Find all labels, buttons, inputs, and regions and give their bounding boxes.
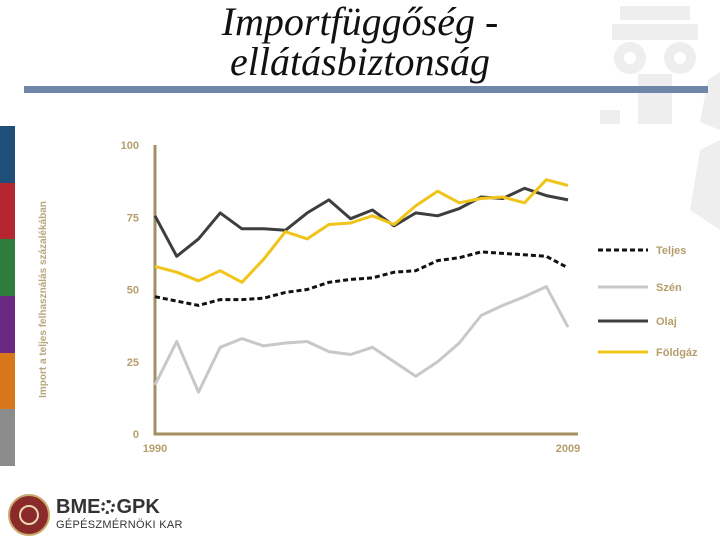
slide-title-line-2: ellátásbiztonság [229, 39, 491, 84]
logo-wordmark-right: GPK [116, 496, 160, 518]
bme-gpk-logo: BME GPK GÉPÉSZMÉRNÖKI KAR [8, 494, 208, 538]
y-axis-label: Import a teljes felhasználás százalékába… [38, 201, 49, 398]
side-strip-segment [0, 409, 15, 466]
slide-title-line-1: Importfüggőség - [221, 0, 499, 44]
y-tick-label: 75 [127, 212, 139, 224]
logo-wordmark-left: BME [56, 496, 101, 518]
side-strip-segment [0, 352, 15, 410]
logo-subtitle: GÉPÉSZMÉRNÖKI KAR [56, 519, 183, 531]
side-strip-segment [0, 126, 15, 183]
slide-title: Importfüggőség - ellátásbiztonság [150, 2, 570, 82]
y-tick-label: 0 [133, 429, 139, 441]
y-tick-label: 100 [121, 140, 139, 152]
x-tick-label: 2009 [556, 443, 580, 455]
legend-label: Teljes [656, 245, 686, 257]
logo-wordmark: BME GPK [56, 496, 160, 519]
legend-label: Szén [656, 282, 682, 294]
side-strip-segment [0, 182, 15, 240]
gear-icon [101, 500, 116, 514]
title-underline-rule [24, 86, 708, 93]
side-color-strip [0, 126, 15, 466]
university-seal-icon [8, 494, 50, 536]
legend-label: Földgáz [656, 347, 698, 359]
series-line-szén [153, 285, 570, 394]
series-line-földgáz [154, 178, 569, 284]
series-line-teljes [154, 250, 569, 307]
bme-watermark-logo [600, 6, 720, 230]
y-tick-label: 50 [127, 285, 139, 297]
y-tick-label: 25 [127, 357, 139, 369]
x-tick-label: 1990 [143, 443, 167, 455]
side-strip-segment [0, 239, 15, 296]
legend-label: Olaj [656, 316, 677, 328]
side-strip-segment [0, 295, 15, 353]
